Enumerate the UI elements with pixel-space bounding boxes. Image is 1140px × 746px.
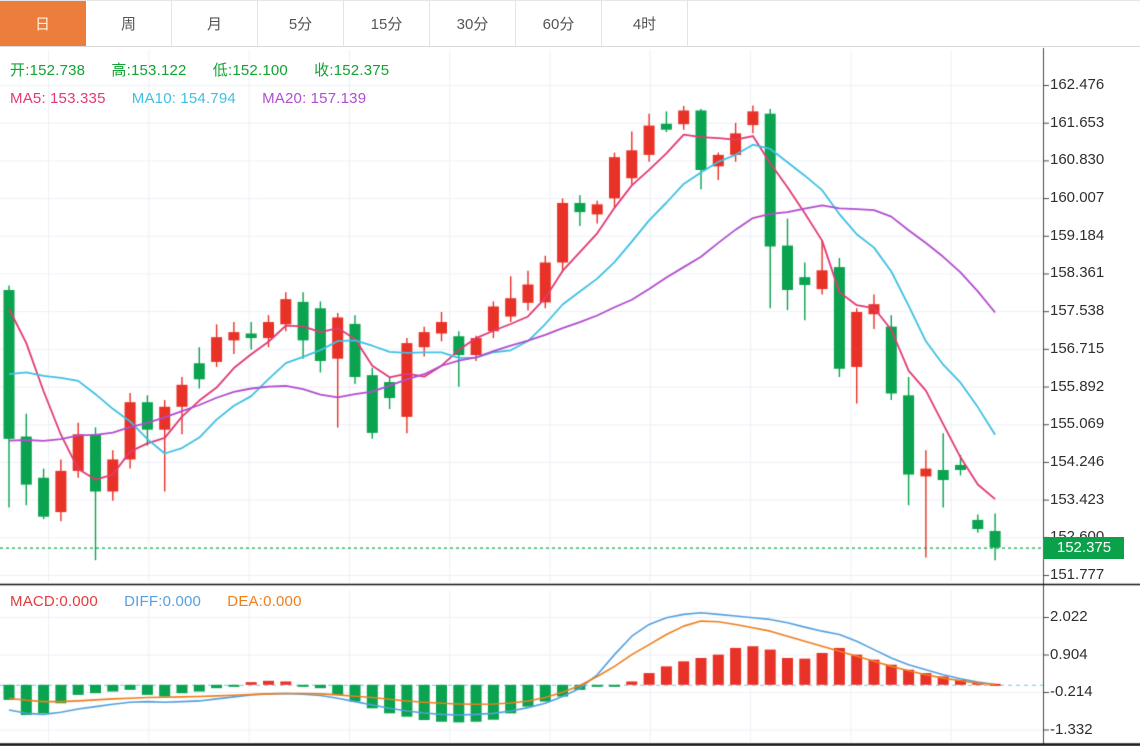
tab-5分[interactable]: 5分	[258, 1, 344, 46]
tab-周[interactable]: 周	[86, 1, 172, 46]
tab-4时[interactable]: 4时	[602, 1, 688, 46]
period-tab-bar: 日周月 5分 15分 30分 60分 4时	[0, 0, 1140, 47]
tab-月[interactable]: 月	[172, 1, 258, 46]
tab-60分[interactable]: 60分	[516, 1, 602, 46]
tab-30分[interactable]: 30分	[430, 1, 516, 46]
last-price-badge: 152.375	[1044, 536, 1124, 559]
tab-日[interactable]: 日	[0, 1, 86, 46]
tab-15分[interactable]: 15分	[344, 1, 430, 46]
